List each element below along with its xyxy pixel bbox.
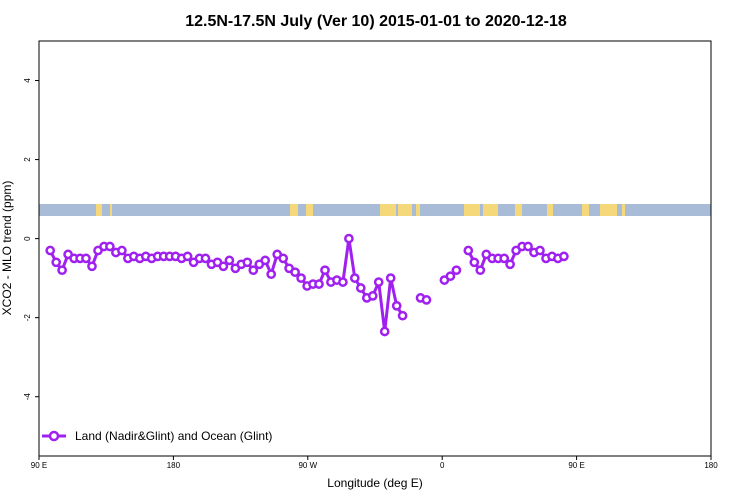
land-patch xyxy=(483,204,498,216)
y-tick-label: 0 xyxy=(23,236,32,241)
x-tick-label: 180 xyxy=(704,461,718,470)
x-axis: 90 E 180 90 W 0 90 E 180 xyxy=(31,456,718,470)
data-point xyxy=(379,326,390,337)
legend-marker xyxy=(48,430,60,442)
data-point xyxy=(314,279,324,289)
data-point xyxy=(391,300,402,311)
data-point xyxy=(421,295,432,305)
land-patch xyxy=(110,204,112,216)
data-point xyxy=(349,273,360,283)
legend: Land (Nadir&Glint) and Ocean (Glint) xyxy=(42,429,272,443)
data-point xyxy=(224,255,235,266)
data-point xyxy=(260,255,271,266)
data-point xyxy=(200,253,211,264)
data-point xyxy=(242,257,253,268)
data-point xyxy=(355,283,366,293)
data-point xyxy=(523,241,533,252)
data-point xyxy=(499,253,510,264)
land-patch xyxy=(306,204,313,216)
data-point xyxy=(182,251,193,262)
data-point xyxy=(344,233,354,244)
data-point xyxy=(320,265,330,276)
data-point xyxy=(266,269,277,280)
land-ocean-band xyxy=(39,204,711,216)
y-tick-label: -2 xyxy=(23,314,32,322)
x-axis-label: Longitude (deg E) xyxy=(327,476,422,490)
land-patch xyxy=(96,204,102,216)
data-point xyxy=(51,257,62,268)
chart-title: 12.5N-17.5N July (Ver 10) 2015-01-01 to … xyxy=(185,13,567,30)
data-point xyxy=(45,245,56,256)
land-patch xyxy=(582,204,589,216)
x-tick-label: 90 E xyxy=(568,461,584,470)
data-point xyxy=(535,245,545,256)
data-point xyxy=(296,273,306,283)
data-point xyxy=(469,257,480,268)
legend-label: Land (Nadir&Glint) and Ocean (Glint) xyxy=(75,429,272,443)
land-patch xyxy=(398,204,412,216)
data-point xyxy=(248,265,259,276)
data-point xyxy=(87,261,97,272)
y-axis-label: XCO2 - MLO trend (ppm) xyxy=(0,181,14,316)
data-point xyxy=(117,245,127,256)
y-tick-label: 2 xyxy=(23,157,32,162)
data-point xyxy=(505,259,515,270)
plot-frame xyxy=(38,40,712,457)
data-point xyxy=(373,277,384,287)
land-patch xyxy=(416,204,420,216)
ocean-band xyxy=(39,204,711,216)
data-point xyxy=(57,265,67,276)
x-tick-label: 0 xyxy=(440,461,445,470)
data-point xyxy=(385,273,396,283)
data-point xyxy=(445,271,456,282)
data-point xyxy=(338,277,348,287)
y-tick-label: -4 xyxy=(23,393,32,401)
data-point xyxy=(105,241,115,252)
x-tick-label: 180 xyxy=(167,461,181,470)
data-point xyxy=(367,291,378,301)
data-point xyxy=(559,251,569,262)
y-axis: 4 2 0 -2 -4 xyxy=(23,78,39,401)
land-patch xyxy=(600,204,617,216)
land-patch xyxy=(547,204,553,216)
data-point xyxy=(278,253,289,264)
data-point xyxy=(463,245,474,256)
data-point xyxy=(290,267,300,278)
data-point xyxy=(81,253,91,264)
series-layer xyxy=(45,233,569,337)
y-tick-label: 4 xyxy=(23,78,32,83)
data-point xyxy=(451,265,462,276)
x-tick-label: 90 W xyxy=(298,461,317,470)
land-patch xyxy=(464,204,480,216)
land-patch xyxy=(515,204,522,216)
land-patch xyxy=(622,204,625,216)
series-line xyxy=(48,237,404,333)
data-point xyxy=(218,261,229,272)
land-patch xyxy=(380,204,396,216)
data-point xyxy=(397,310,408,321)
land-patch xyxy=(290,204,298,216)
x-tick-label: 90 E xyxy=(31,461,47,470)
data-point xyxy=(475,265,486,276)
